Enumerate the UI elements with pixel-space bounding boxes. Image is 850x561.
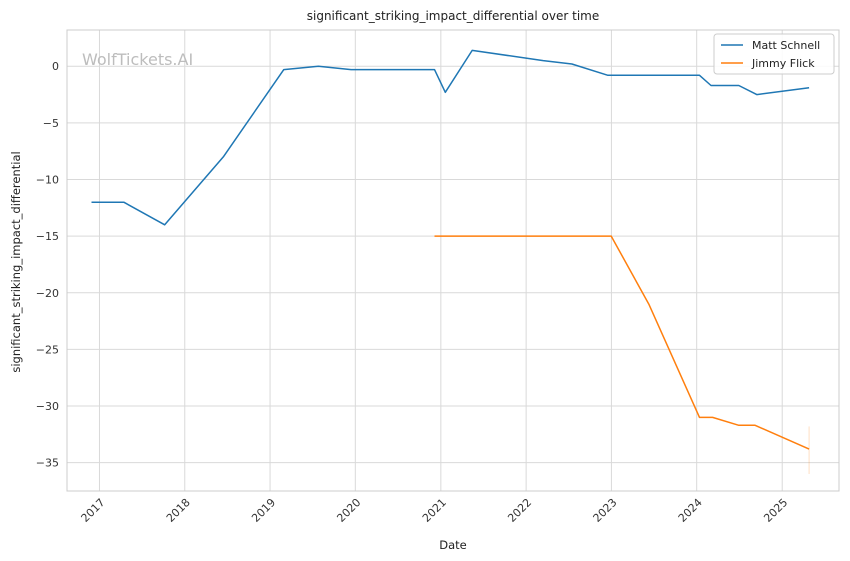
- legend-entry-label: Matt Schnell: [752, 39, 820, 52]
- series-line-jimmy-flick: [434, 235, 810, 450]
- y-tick-label: 0: [52, 60, 59, 73]
- chart-title: significant_striking_impact_differential…: [307, 9, 599, 23]
- legend-box: [713, 33, 835, 75]
- x-axis-label: Date: [439, 538, 467, 552]
- y-tick-label: −25: [36, 343, 59, 356]
- y-axis-label: significant_striking_impact_differential: [9, 151, 23, 372]
- y-tick-label: −15: [36, 230, 59, 243]
- legend-entry-label: Jimmy Flick: [751, 57, 815, 70]
- y-tick-label: −20: [36, 287, 59, 300]
- y-axis-ticks: 0 −5 −10 −15 −20 −25 −30 −35: [36, 60, 59, 469]
- legend: Matt Schnell Jimmy Flick: [713, 33, 835, 75]
- y-tick-label: −30: [36, 400, 59, 413]
- plot-area-frame: [66, 29, 840, 492]
- y-tick-label: −5: [43, 117, 59, 130]
- series-layer: [91, 49, 810, 475]
- y-tick-label: −35: [36, 457, 59, 470]
- series-line-matt-schnell: [91, 49, 810, 226]
- y-tick-label: −10: [36, 174, 59, 187]
- watermark: WolfTickets.AI: [82, 50, 193, 69]
